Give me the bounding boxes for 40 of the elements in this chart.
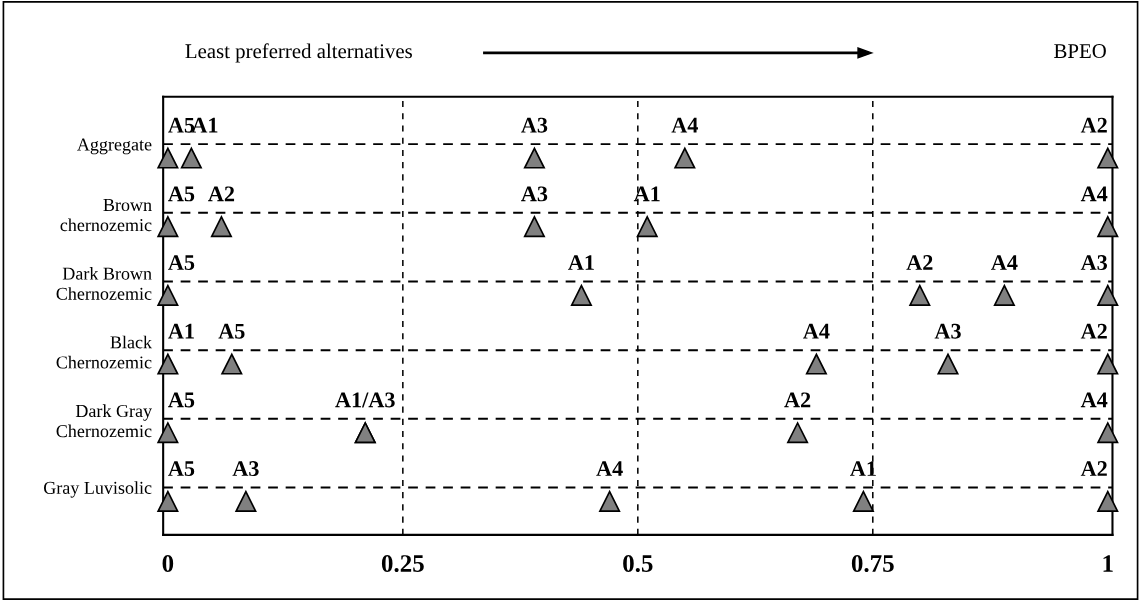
data-label: A2 [1080,117,1107,133]
data-label: A2 [784,392,811,408]
data-label: A4 [991,255,1018,270]
data-label: A4 [596,461,623,476]
text: Least preferred alternatives [185,43,412,63]
data-label: A1 [633,186,660,202]
data-label: A1 [168,323,194,339]
data-label: A4 [803,323,830,339]
data-label: A1 [850,461,876,476]
data-label: A3 [521,186,548,202]
data-label: A1/A3 [335,392,395,408]
text: BPEO [1054,44,1106,59]
data-label: A4 [1080,186,1108,202]
data-label: A3 [521,117,548,133]
data-label: A5 [168,392,195,408]
data-label: A2 [1080,323,1107,339]
y-tick-label: Black Chernozemic [56,335,153,369]
data-label: A3 [934,323,961,339]
data-label: A4 [1080,392,1108,408]
data-label: A5 [168,461,195,477]
data-label: A2 [208,186,235,202]
data-label: A2 [1080,461,1107,476]
x-tick-label: 0.5 [623,555,653,573]
y-tick-label: Dark Gray Chernozemic [56,404,152,438]
y-tick-label: Brown chernozemic [60,199,152,232]
x-tick-label: 1 [1103,555,1113,572]
data-label: A5 [168,186,195,202]
data-label: A3 [232,461,259,477]
x-tick-label: 0.75 [851,555,894,573]
data-label: A4 [671,117,698,133]
y-tick-label: Gray Luvisolic [43,481,152,498]
data-label: A2 [906,255,933,270]
data-label: A1 [568,255,594,270]
data-label: A3 [1080,255,1108,271]
x-tick-label: 0.25 [381,555,424,573]
data-label: A5 [168,255,195,271]
y-tick-label: Dark Brown Chernozemic [56,267,152,300]
data-label: A5 [218,323,245,339]
x-tick-label: 0 [162,555,174,572]
y-tick-label: Aggregate [77,138,152,155]
